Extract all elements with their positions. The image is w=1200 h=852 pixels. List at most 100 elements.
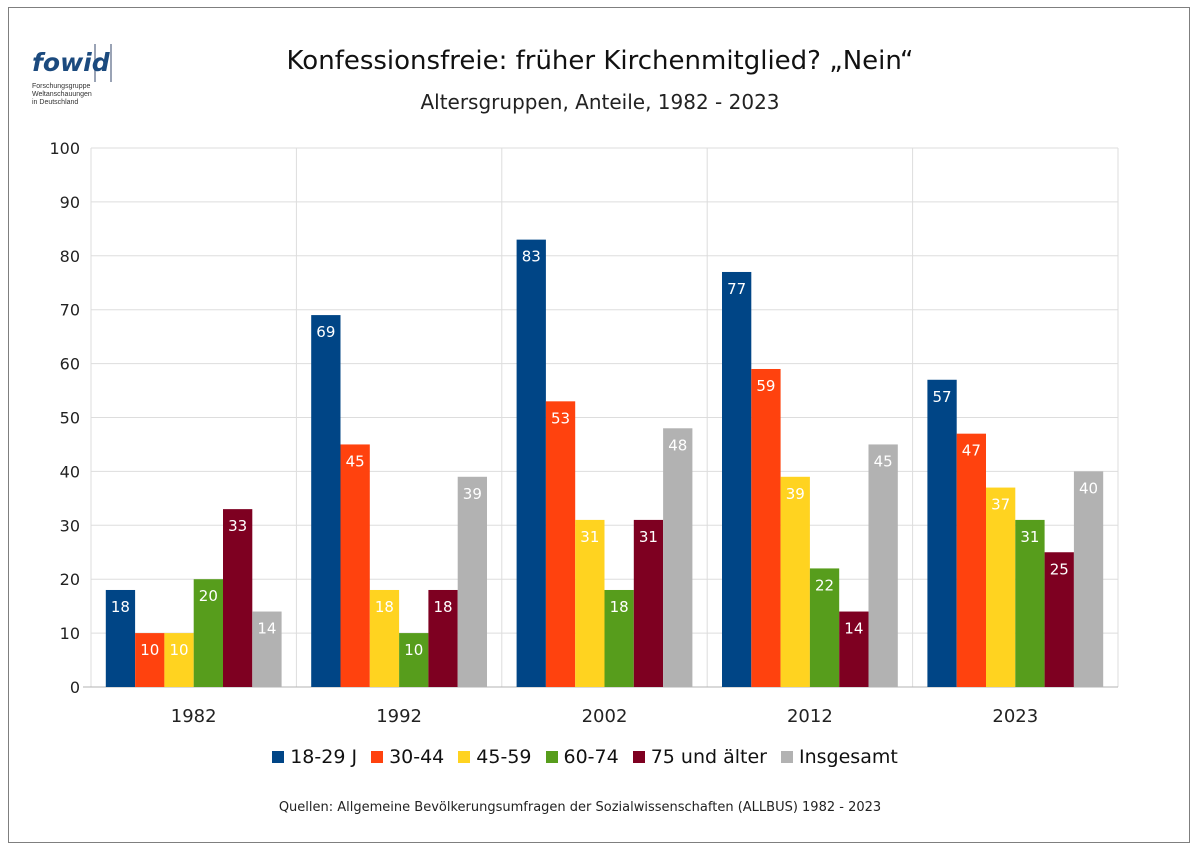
- legend-item: 60-74: [545, 746, 619, 768]
- legend-item: 75 und älter: [632, 746, 767, 768]
- data-label: 14: [257, 620, 276, 638]
- legend-swatch: [781, 751, 793, 763]
- bar-2002-4: [604, 589, 634, 687]
- data-label: 39: [786, 485, 805, 503]
- bar-2023-5: [1044, 552, 1074, 687]
- data-label: 14: [844, 620, 863, 638]
- y-tick-label: 40: [60, 462, 80, 481]
- data-label: 40: [1079, 479, 1098, 497]
- chart-title: Konfessionsfreie: früher Kirchenmitglied…: [286, 46, 914, 76]
- bar-2012-3: [780, 476, 810, 687]
- y-tick-label: 90: [60, 193, 80, 212]
- legend-swatch: [545, 751, 558, 763]
- data-label: 10: [404, 641, 423, 659]
- bar-1992-6: [457, 476, 487, 687]
- legend-label: 60-74: [563, 746, 619, 768]
- bar-2023-6: [1073, 471, 1104, 687]
- fowid-logo: fowid Forschungsgruppe Weltanschauungen …: [32, 44, 152, 116]
- data-label: 59: [756, 377, 775, 395]
- data-label: 10: [170, 641, 189, 659]
- bar-1982-2: [135, 633, 165, 687]
- bar-2002-1: [516, 239, 546, 687]
- data-label: 18: [434, 598, 453, 616]
- bar-1982-1: [105, 589, 136, 687]
- x-tick-label: 1992: [376, 706, 422, 727]
- data-label: 33: [228, 517, 247, 535]
- logo-wordmark: fowid: [32, 48, 110, 77]
- legend-item: 18-29 J: [272, 746, 357, 768]
- chart-subtitle: Altersgruppen, Anteile, 1982 - 2023: [420, 90, 780, 114]
- bar-2012-1: [722, 271, 752, 687]
- data-label: 18: [610, 598, 629, 616]
- legend-item: 30-44: [371, 746, 444, 768]
- data-label: 48: [668, 436, 687, 454]
- legend-item: 45-59: [458, 746, 532, 768]
- data-label: 31: [580, 528, 599, 546]
- bar-1992-2: [340, 444, 370, 687]
- legend-swatch: [458, 751, 471, 763]
- data-label: 25: [1050, 560, 1069, 578]
- data-label: 22: [815, 576, 834, 594]
- x-tick-label: 1982: [171, 706, 217, 727]
- legend-label: 75 und älter: [650, 746, 767, 768]
- bar-2012-4: [809, 568, 840, 687]
- y-tick-label: 50: [60, 409, 80, 428]
- legend-item: Insgesamt: [781, 746, 898, 768]
- legend-label: 18-29 J: [290, 746, 358, 768]
- bar-1982-5: [223, 509, 253, 687]
- bar-1992-1: [311, 315, 341, 687]
- data-label: 47: [962, 442, 981, 460]
- data-label: 31: [1020, 528, 1039, 546]
- y-tick-label: 70: [60, 301, 80, 320]
- bar-1982-3: [164, 633, 194, 687]
- x-tick-label: 2002: [582, 706, 628, 727]
- bar-1992-4: [399, 633, 429, 687]
- x-tick-label: 2023: [992, 706, 1038, 727]
- data-label: 10: [140, 641, 159, 659]
- bar-1982-6: [252, 611, 282, 687]
- data-label: 18: [111, 598, 130, 616]
- data-label: 18: [375, 598, 394, 616]
- bar-1982-4: [193, 579, 223, 687]
- bar-1992-3: [369, 589, 400, 687]
- legend-label: 30-44: [389, 746, 445, 768]
- data-label: 20: [199, 587, 218, 605]
- bar-2002-3: [575, 519, 605, 687]
- chart-frame: [8, 7, 1190, 843]
- y-tick-label: 80: [60, 247, 80, 266]
- data-label: 77: [727, 280, 746, 298]
- data-label: 39: [463, 485, 482, 503]
- data-label: 37: [991, 496, 1010, 514]
- bar-2002-2: [545, 401, 576, 687]
- bar-2012-5: [839, 611, 869, 687]
- data-label: 83: [522, 248, 541, 266]
- bar-2023-1: [927, 379, 957, 687]
- bar-2012-6: [868, 444, 898, 687]
- source-note: Quellen: Allgemeine Bevölkerungsumfragen…: [278, 800, 882, 815]
- y-tick-label: 30: [60, 516, 80, 535]
- logo-bars-icon: [94, 44, 112, 82]
- bar-1992-5: [428, 589, 458, 687]
- y-tick-label: 10: [60, 624, 80, 643]
- x-tick-label: 2012: [787, 706, 833, 727]
- data-label: 45: [874, 452, 893, 470]
- y-tick-label: 100: [49, 139, 80, 158]
- legend-label: 45-59: [476, 746, 532, 768]
- y-tick-label: 20: [60, 570, 80, 589]
- bar-2002-5: [633, 519, 664, 687]
- data-label: 57: [933, 388, 952, 406]
- y-tick-label: 0: [70, 678, 80, 697]
- bar-2012-2: [751, 368, 781, 687]
- chart-legend: 18-29 J 30-44 45-59 60-74 75 und älter Insges…: [0, 746, 1170, 768]
- legend-swatch: [371, 751, 384, 763]
- bar-2023-2: [956, 433, 986, 687]
- bar-2023-3: [986, 487, 1016, 687]
- data-label: 45: [346, 452, 365, 470]
- bar-2023-4: [1015, 519, 1045, 687]
- data-label: 53: [551, 409, 570, 427]
- y-tick-label: 60: [60, 355, 80, 374]
- bar-2002-6: [663, 428, 693, 687]
- legend-swatch: [272, 751, 285, 763]
- legend-label: Insgesamt: [799, 746, 898, 768]
